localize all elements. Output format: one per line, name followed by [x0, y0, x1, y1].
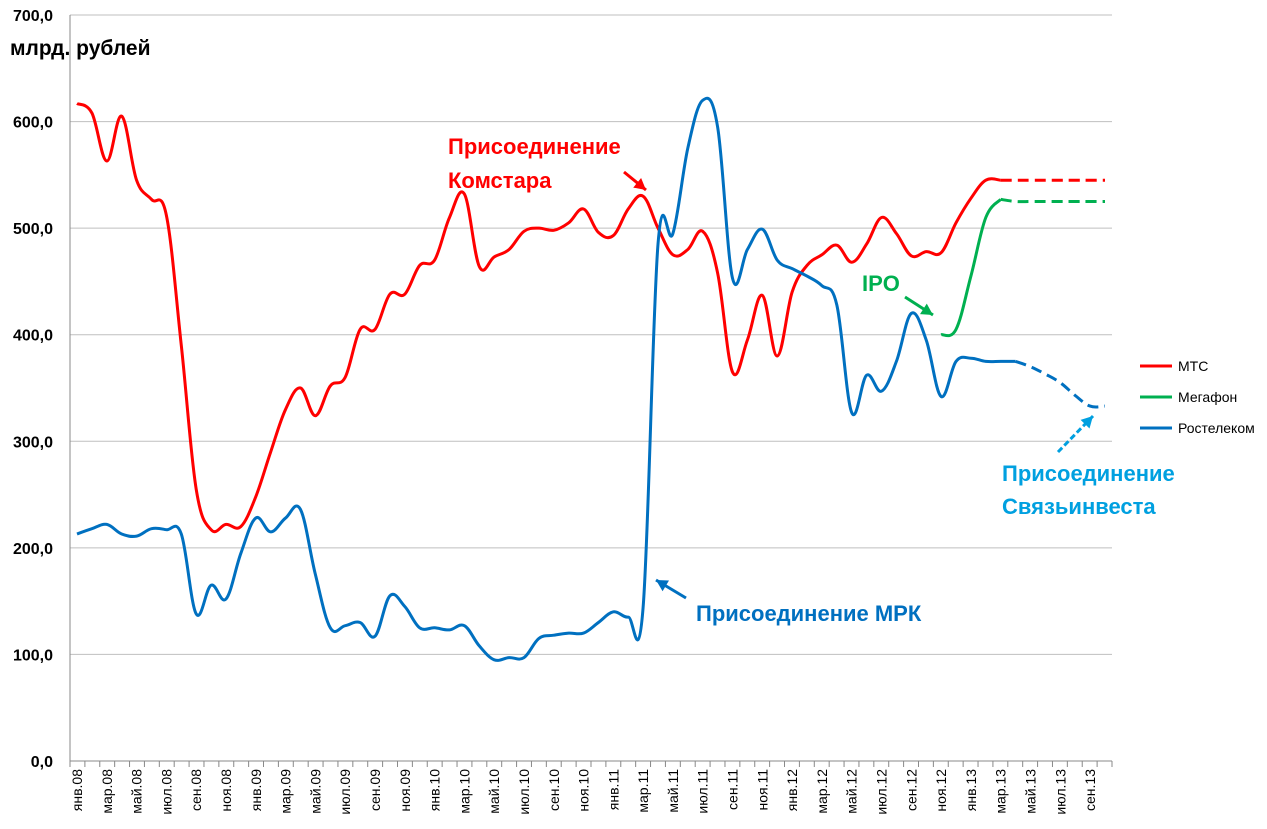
x-tick-label: сен.08 — [188, 769, 204, 811]
series-line-мегафон — [940, 198, 1002, 338]
x-tick-label: июл.13 — [1052, 769, 1068, 815]
x-tick-label: ноя.12 — [933, 769, 949, 812]
x-tick-label: янв.08 — [69, 769, 85, 811]
x-tick-label: сен.10 — [546, 769, 562, 811]
gridlines — [70, 14, 1112, 762]
series-line-мтс — [76, 102, 1001, 534]
x-tick-label: мар.13 — [993, 769, 1009, 814]
x-tick-label: июл.11 — [695, 769, 711, 814]
annotation-label: IPO — [862, 271, 900, 296]
x-tick-label: ноя.08 — [218, 769, 234, 812]
y-tick-label: 600,0 — [13, 115, 53, 132]
x-tick-label: мар.08 — [99, 769, 115, 814]
arrow-komstar — [623, 170, 647, 192]
x-tick-label: мар.09 — [278, 769, 294, 814]
x-tick-label: мар.11 — [635, 769, 651, 813]
legend-label: Мегафон — [1178, 389, 1237, 405]
x-tick-label: мар.10 — [456, 769, 472, 814]
x-tick-label: янв.10 — [427, 769, 443, 811]
x-tick-label: май.09 — [307, 769, 323, 814]
series-line-ростелеком — [76, 96, 1016, 662]
x-tick-label: июл.09 — [337, 769, 353, 815]
x-tick-label: июл.10 — [516, 769, 532, 815]
x-tick-label: сен.09 — [367, 769, 383, 811]
y-tick-label: 100,0 — [13, 647, 53, 664]
x-tick-label: ноя.09 — [397, 769, 413, 812]
annotation-label: Присоединение МРК — [696, 601, 922, 626]
arrow-ipo — [904, 295, 934, 317]
x-tick-label: янв.09 — [248, 769, 264, 811]
y-tick-label: 500,0 — [13, 221, 53, 238]
annotations: Присоединение Комстара IPO Присоединение МР… — [448, 134, 1175, 626]
arrow-komstar-head — [633, 177, 646, 190]
x-tick-label: ноя.10 — [576, 769, 592, 812]
x-tick-label: янв.11 — [605, 769, 621, 810]
series-projection-ростелеком — [1015, 359, 1106, 409]
series-projection-мегафон — [1000, 197, 1105, 204]
arrow-svyazinvest — [1056, 414, 1095, 454]
x-tick-label: сен.11 — [725, 769, 741, 810]
annotation-label: Присоединение — [1002, 461, 1175, 486]
arrow-ipo-head — [920, 303, 933, 315]
x-tick-label: сен.13 — [1082, 769, 1098, 811]
annotation-label: Связьинвеста — [1002, 494, 1156, 519]
y-tick-label: 200,0 — [13, 541, 53, 558]
y-tick-label: 300,0 — [13, 434, 53, 451]
arrow-mrk — [655, 578, 687, 600]
legend-label: МТС — [1178, 358, 1208, 374]
annotation-label: Присоединение — [448, 134, 621, 159]
arrow-svyazinvest-head — [1080, 416, 1093, 429]
x-tick-label: ноя.11 — [754, 769, 770, 811]
series-lines — [76, 96, 1106, 662]
x-tick-label: май.13 — [1023, 769, 1039, 814]
y-tick-label: 0,0 — [31, 754, 53, 771]
x-tick-label: май.12 — [844, 769, 860, 814]
x-tick-label: май.08 — [129, 769, 145, 814]
x-tick-label: июл.08 — [158, 769, 174, 815]
x-tick-label: сен.12 — [903, 769, 919, 811]
x-tick-label: июл.12 — [874, 769, 890, 815]
legend-label: Ростелеком — [1178, 420, 1255, 436]
legend: МТС Мегафон Ростелеком — [1140, 358, 1255, 436]
x-tick-label: май.11 — [665, 769, 681, 813]
arrow-mrk-head — [656, 580, 669, 592]
y-tick-label: 400,0 — [13, 328, 53, 345]
y-axis-label: млрд. рублей — [10, 37, 151, 60]
x-tick-label: май.10 — [486, 769, 502, 814]
y-tick-label: 700,0 — [13, 8, 53, 25]
x-tick-label: янв.13 — [963, 769, 979, 811]
x-tick-label: мар.12 — [814, 769, 830, 814]
x-tick-label: янв.12 — [784, 769, 800, 811]
annotation-label: Комстара — [448, 168, 552, 193]
axes: 0,0 100,0 200,0 300,0 400,0 500,0 600,0 700,0 ян… — [13, 8, 1113, 815]
